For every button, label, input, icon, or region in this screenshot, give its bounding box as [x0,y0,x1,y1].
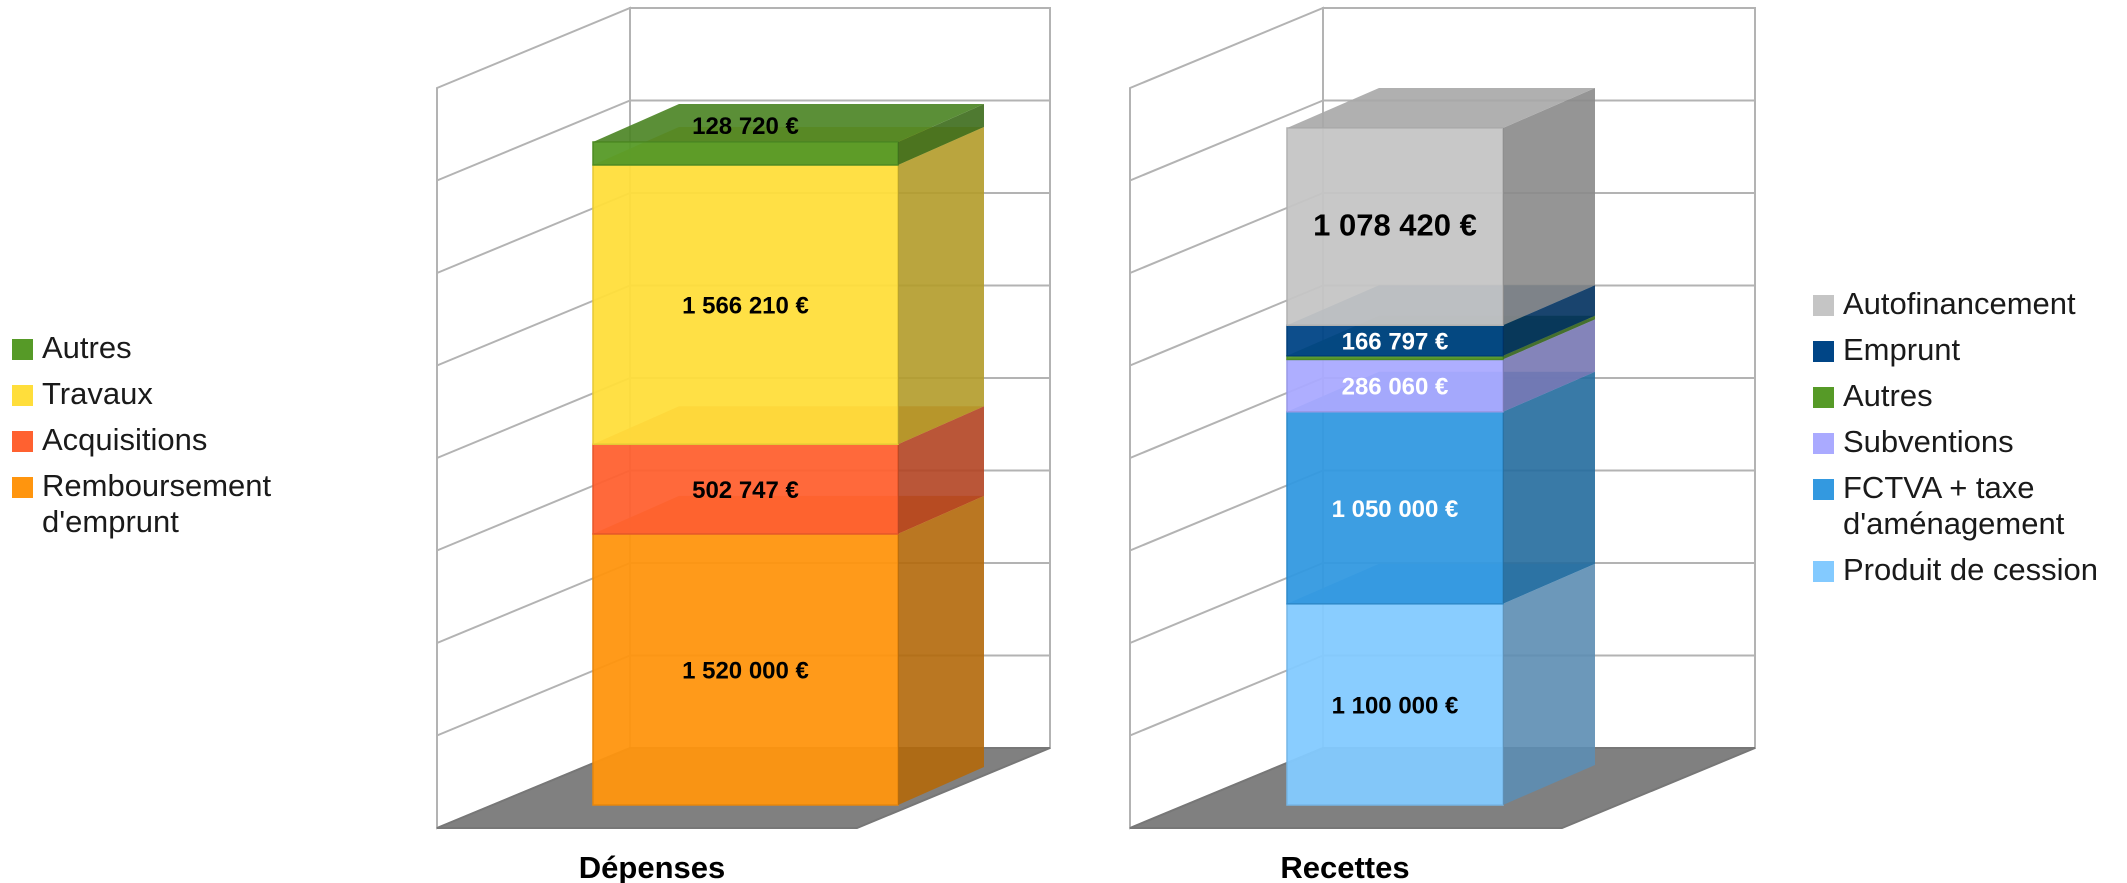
bar-front [1286,410,1504,605]
legend-label: Produit de cession [1843,552,2099,587]
bar-top [593,104,984,142]
data-label: 1 078 420 € [1313,208,1477,243]
legend-swatch [1813,433,1834,454]
legend-item: Produit de cession [1813,552,2098,588]
bar-side [898,126,984,445]
legend-swatch [1813,387,1834,408]
bar-front [592,443,899,535]
legend-left: Autres Travaux Acquisitions Remboursement d'… [12,330,271,550]
chart-depenses: 1 520 000 € 502 747 € 1 566 210 € 128 720 €… [436,6,1051,883]
legend-item: Emprunt [1813,332,2098,368]
data-label: 128 720 € [692,113,799,140]
legend-item: Autres [12,330,271,366]
legend-swatch [1813,341,1834,362]
legend-label: FCTVA + taxe [1843,470,2035,505]
legend-swatch [1813,295,1834,316]
legend-label: Acquisitions [42,422,208,457]
legend-label: Autres [1843,378,1933,413]
bar-front [592,164,899,446]
bar-front [1286,324,1504,357]
legend-swatch [1813,561,1834,582]
legend-label: Autofinancement [1843,286,2076,321]
bar-front [1286,127,1504,327]
bar-segment: 1 520 000 € [592,495,984,806]
data-label: 1 520 000 € [682,657,809,684]
data-label: 502 747 € [692,477,799,504]
bar-front [592,533,899,806]
data-label: 1 050 000 € [1332,496,1459,523]
legend-item: Remboursement d'emprunt [12,468,271,540]
legend-item: Autres [1813,378,2098,414]
bar-side [1503,319,1595,412]
legend-label: Remboursement [42,468,272,503]
legend-item: Acquisitions [12,422,271,458]
bar-front [1286,603,1504,806]
legend-right: Autofinancement Emprunt Autres Subventions F… [1813,286,2098,598]
bar-side [1503,88,1595,326]
data-label: 1 566 210 € [682,293,809,320]
legend-swatch [12,339,33,360]
legend-item: FCTVA + taxe d'aménagement [1813,470,2098,542]
legend-swatch [12,477,33,498]
bar-side [1503,371,1595,604]
legend-label: Subventions [1843,424,2014,459]
bar-front [592,141,899,166]
bar-segment: 128 720 € [592,104,984,166]
category-label: Recettes [1280,850,1409,883]
gridline [436,99,631,182]
legend-label: Emprunt [1843,332,1961,367]
legend-item: Subventions [1813,424,2098,460]
bar-segment: 1 566 210 € [592,126,984,446]
legend-label: d'emprunt [42,504,179,539]
legend-label: Travaux [42,376,153,411]
legend-item: Autofinancement [1813,286,2098,322]
gridline [1129,99,1324,182]
data-label: 286 060 € [1342,374,1449,401]
legend-swatch [12,385,33,406]
data-label: 166 797 € [1342,329,1449,356]
bar-side [898,104,984,165]
legend-swatch [12,431,33,452]
bar-side [898,406,984,534]
bar-segment: 1 078 420 € [1286,88,1595,327]
bar-side [898,495,984,805]
data-label: 1 100 000 € [1332,692,1459,719]
legend-label: Autres [42,330,132,365]
legend-label: d'aménagement [1843,506,2065,541]
bar-side [1503,285,1595,356]
bar-side [1503,563,1595,805]
legend-item: Travaux [12,376,271,412]
legend-swatch [1813,479,1834,500]
chart-recettes: 1 100 000 € 1 050 000 € 286 060 € 166 797 €… [1129,6,1756,883]
category-label: Dépenses [579,850,725,883]
bar-side [1503,315,1595,360]
bar-top [1287,88,1595,128]
